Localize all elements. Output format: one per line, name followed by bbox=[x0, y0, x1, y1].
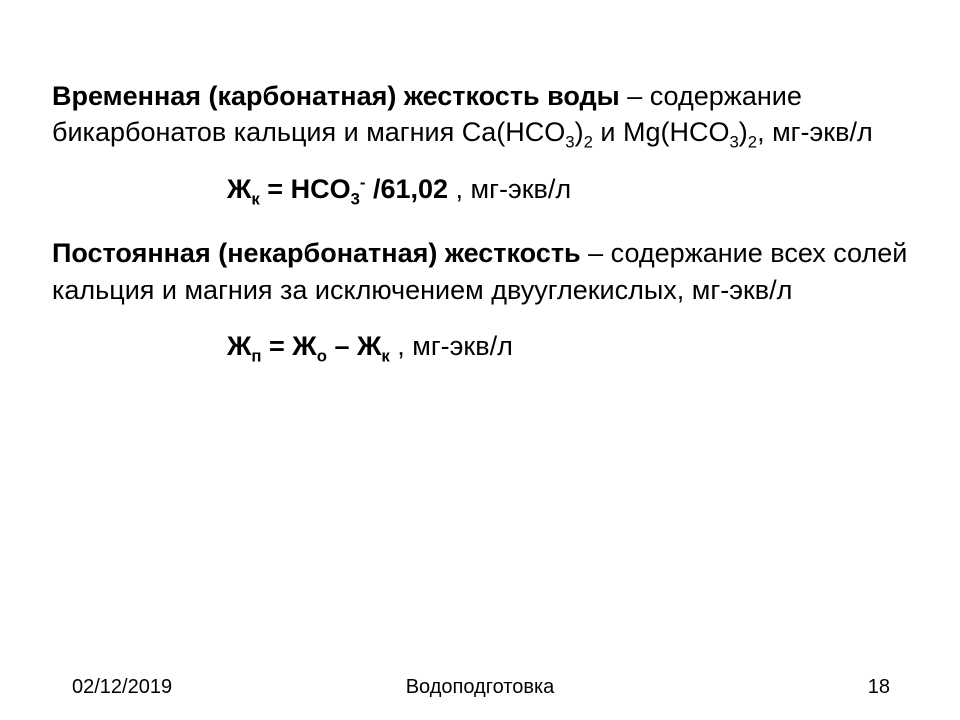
subscript: к bbox=[251, 189, 259, 208]
subscript: 3 bbox=[729, 133, 738, 152]
formula-symbol: – Ж bbox=[327, 331, 381, 361]
formula-symbol: /61,02 bbox=[365, 174, 448, 204]
subscript: п bbox=[251, 347, 261, 366]
subscript: 2 bbox=[748, 133, 757, 152]
text-fragment: ) bbox=[739, 117, 748, 147]
term-carbonate-hardness: Временная (карбонатная) жесткость воды bbox=[52, 81, 620, 111]
subscript: о bbox=[317, 347, 327, 366]
subscript: к bbox=[381, 347, 389, 366]
formula-symbol: Ж bbox=[227, 331, 251, 361]
formula-unit: , мг-экв/л bbox=[448, 174, 571, 204]
subscript: 2 bbox=[584, 133, 593, 152]
slide: Временная (карбонатная) жесткость воды –… bbox=[0, 0, 960, 720]
text-fragment: , мг-экв/л bbox=[757, 117, 873, 147]
term-noncarbonate-hardness: Постоянная (некарбонатная) жесткость bbox=[52, 238, 581, 268]
formula-carbonate: Жк = HCO3- /61,02 , мг-экв/л bbox=[52, 171, 908, 207]
formula-unit: , мг-экв/л bbox=[390, 331, 513, 361]
paragraph-noncarbonate-hardness: Постоянная (некарбонатная) жесткость – с… bbox=[52, 235, 908, 308]
formula-symbol: = Ж bbox=[262, 331, 317, 361]
subscript: 3 bbox=[565, 133, 574, 152]
formula-symbol: Ж bbox=[227, 174, 251, 204]
formula-symbol: = HCO bbox=[260, 174, 351, 204]
footer-title: Водоподготовка bbox=[0, 676, 960, 699]
slide-content: Временная (карбонатная) жесткость воды –… bbox=[52, 78, 908, 393]
text-fragment: и Mg(HCO bbox=[593, 117, 730, 147]
formula-noncarbonate: Жп = Жо – Жк , мг-экв/л bbox=[52, 328, 908, 364]
paragraph-carbonate-hardness: Временная (карбонатная) жесткость воды –… bbox=[52, 78, 908, 151]
text-fragment: ) bbox=[575, 117, 584, 147]
subscript: 3 bbox=[351, 189, 360, 208]
footer-page-number: 18 bbox=[868, 676, 890, 699]
